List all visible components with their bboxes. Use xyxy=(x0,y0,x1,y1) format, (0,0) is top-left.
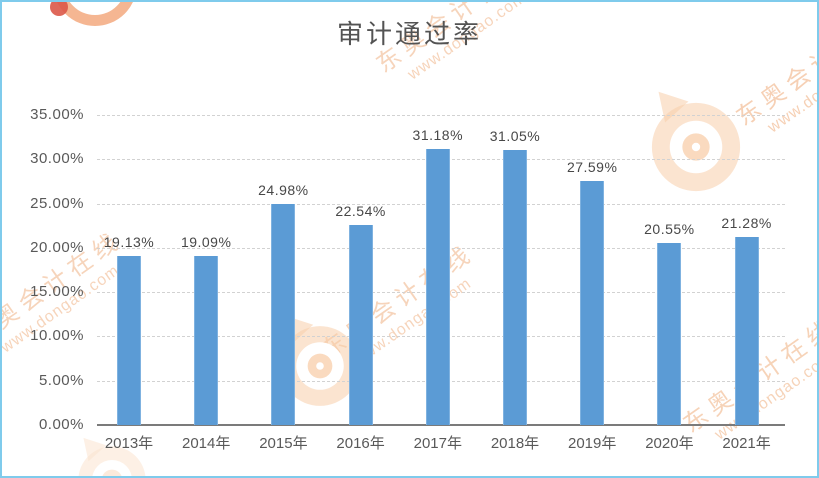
bar-value-label: 19.09% xyxy=(180,233,232,250)
bar xyxy=(503,150,527,425)
bar xyxy=(425,148,450,425)
bar xyxy=(580,180,605,425)
x-axis-tick-label: 2020年 xyxy=(645,435,694,452)
y-axis-tick-label: 10.00% xyxy=(30,327,84,345)
x-axis-tick-label: 2013年 xyxy=(104,435,154,452)
bar-value-label: 19.13% xyxy=(103,233,155,250)
chart-title: 审计通过率 xyxy=(336,19,482,49)
y-axis-tick-label: 5.00% xyxy=(38,371,84,389)
bar-value-label: 27.59% xyxy=(566,158,618,175)
y-axis-tick-label: 25.00% xyxy=(30,194,84,212)
y-axis-tick-label: 15.00% xyxy=(30,283,84,301)
bar xyxy=(117,255,141,425)
x-axis-tick-label: 2015年 xyxy=(259,435,308,452)
bar xyxy=(348,225,373,425)
y-axis-tick-label: 35.00% xyxy=(30,106,84,123)
bar-value-label: 24.98% xyxy=(258,181,309,198)
watermark-logo-hole xyxy=(91,460,132,476)
y-axis-tick-label: 0.00% xyxy=(38,416,84,433)
y-axis-tick-label: 30.00% xyxy=(30,150,84,168)
bar-value-label: 31.05% xyxy=(489,127,541,144)
bar xyxy=(734,236,759,425)
plot-area xyxy=(97,115,785,426)
x-axis-tick-label: 2021年 xyxy=(722,435,771,452)
x-axis-tick-label: 2018年 xyxy=(490,435,540,452)
y-axis-tick-label: 20.00% xyxy=(30,238,84,256)
x-axis-tick-label: 2017年 xyxy=(413,435,462,452)
bar xyxy=(271,203,296,425)
x-axis-tick-label: 2016年 xyxy=(336,435,385,452)
x-axis-tick-label: 2014年 xyxy=(182,435,231,452)
bar xyxy=(657,243,682,425)
bar-value-label: 21.28% xyxy=(721,214,772,231)
bar xyxy=(194,255,219,425)
watermark-logo-core xyxy=(101,469,123,476)
x-axis-tick-label: 2019年 xyxy=(568,435,617,452)
x-axis-line xyxy=(97,424,785,426)
bar-value-label: 22.54% xyxy=(335,203,386,220)
bar-value-label: 31.18% xyxy=(412,126,464,143)
bar-value-label: 20.55% xyxy=(644,220,695,237)
gridline xyxy=(97,115,785,116)
